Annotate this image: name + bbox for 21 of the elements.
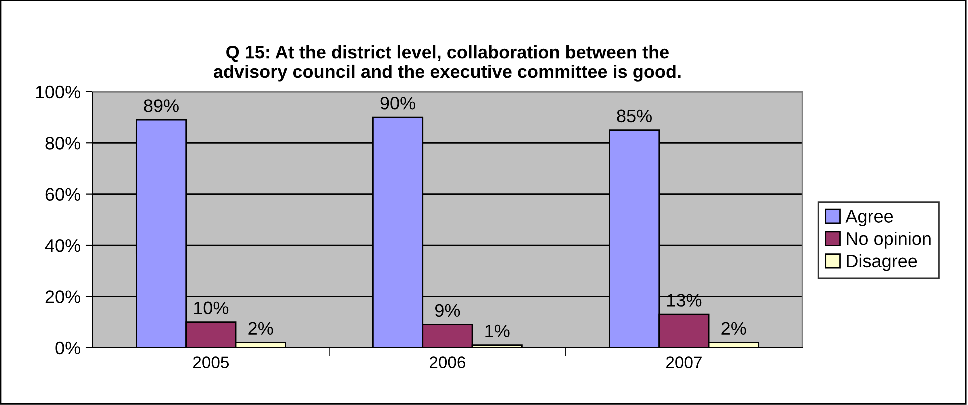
data-label: 89% [144,100,179,112]
data-label: 90% [380,97,416,110]
chart-title: Q 15: At the district level, collaboration between the advisory council and the executive committee is good. [214,46,681,82]
legend-label: Disagree [847,254,918,272]
data-label: 2% [722,322,746,335]
data-label: 9% [436,304,460,318]
y-tick-label: 40% [45,239,80,252]
y-tick-label: 80% [46,137,80,150]
x-tick-label: 2006 [430,356,466,368]
y-tick-label: 60% [46,188,80,202]
x-tick-label: 2007 [666,356,702,368]
x-tick-label: 2005 [193,356,230,368]
data-label: 2% [248,322,274,335]
legend-label: No opinion [847,232,931,249]
y-tick-label: 0% [56,342,80,355]
data-label: 10% [194,302,229,315]
y-tick-label: 100% [36,86,80,99]
data-label: 1% [486,324,510,338]
legend-label: Agree [846,210,894,227]
data-label: 85% [617,110,652,123]
y-tick-label: 20% [46,290,80,304]
